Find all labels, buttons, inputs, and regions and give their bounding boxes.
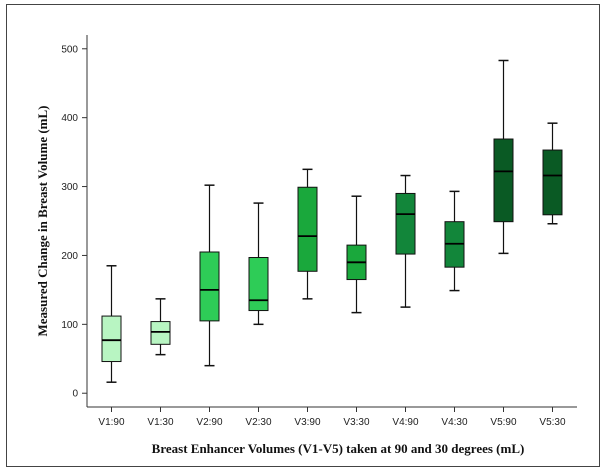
box-plot-chart: 0 100 200 300 400 500 V1:90 V1:30 V2:90 V2:30 V3:… bbox=[35, 35, 577, 456]
y-tick-label: 500 bbox=[61, 44, 78, 55]
box-v5-30 bbox=[542, 122, 563, 225]
iqr-box bbox=[150, 321, 171, 345]
y-tick-label: 300 bbox=[61, 182, 78, 193]
box-v3-30 bbox=[346, 195, 367, 314]
y-tick-label: 100 bbox=[61, 320, 78, 331]
y-tick-label: 200 bbox=[61, 251, 78, 262]
x-axis: V1:90 V1:30 V2:90 V2:30 V3:90 V3:30 V4:90 V4:30… bbox=[87, 406, 577, 428]
iqr-box bbox=[297, 186, 318, 272]
x-tick-label: V4:30 bbox=[441, 417, 468, 428]
chart-frame: 0 100 200 300 400 500 V1:90 V1:30 V2:90 V2:30 V3:… bbox=[6, 4, 600, 467]
x-tick-label: V3:30 bbox=[343, 417, 370, 428]
y-tick-label: 400 bbox=[61, 113, 78, 124]
y-tick-label: 0 bbox=[72, 389, 78, 400]
x-axis-title: Breast Enhancer Volumes (V1-V5) taken at… bbox=[152, 441, 525, 456]
iqr-box bbox=[395, 192, 416, 255]
box-v4-90 bbox=[395, 174, 416, 308]
iqr-box bbox=[199, 251, 220, 322]
x-tick-label: V2:90 bbox=[196, 417, 223, 428]
iqr-box bbox=[493, 138, 514, 223]
x-tick-label: V5:90 bbox=[490, 417, 517, 428]
y-axis-title: Measured Change in Breast Volume (mL) bbox=[35, 106, 50, 337]
box-v2-30 bbox=[248, 202, 269, 326]
x-tick-label: V3:90 bbox=[294, 417, 321, 428]
x-tick-label: V1:90 bbox=[98, 417, 125, 428]
iqr-box bbox=[248, 257, 269, 312]
box-series bbox=[101, 59, 563, 383]
box-v1-90 bbox=[101, 265, 122, 383]
x-tick-label: V5:30 bbox=[539, 417, 566, 428]
box-v2-90 bbox=[199, 184, 220, 367]
x-tick-label: V1:30 bbox=[147, 417, 174, 428]
box-v4-30 bbox=[444, 190, 465, 292]
x-tick-label: V2:30 bbox=[245, 417, 272, 428]
box-v1-30 bbox=[150, 298, 171, 356]
iqr-box bbox=[542, 149, 563, 216]
box-v5-90 bbox=[493, 59, 514, 255]
box-v3-90 bbox=[297, 168, 318, 300]
y-axis: 0 100 200 300 400 500 bbox=[61, 35, 88, 407]
x-tick-label: V4:90 bbox=[392, 417, 419, 428]
iqr-box bbox=[101, 315, 122, 363]
